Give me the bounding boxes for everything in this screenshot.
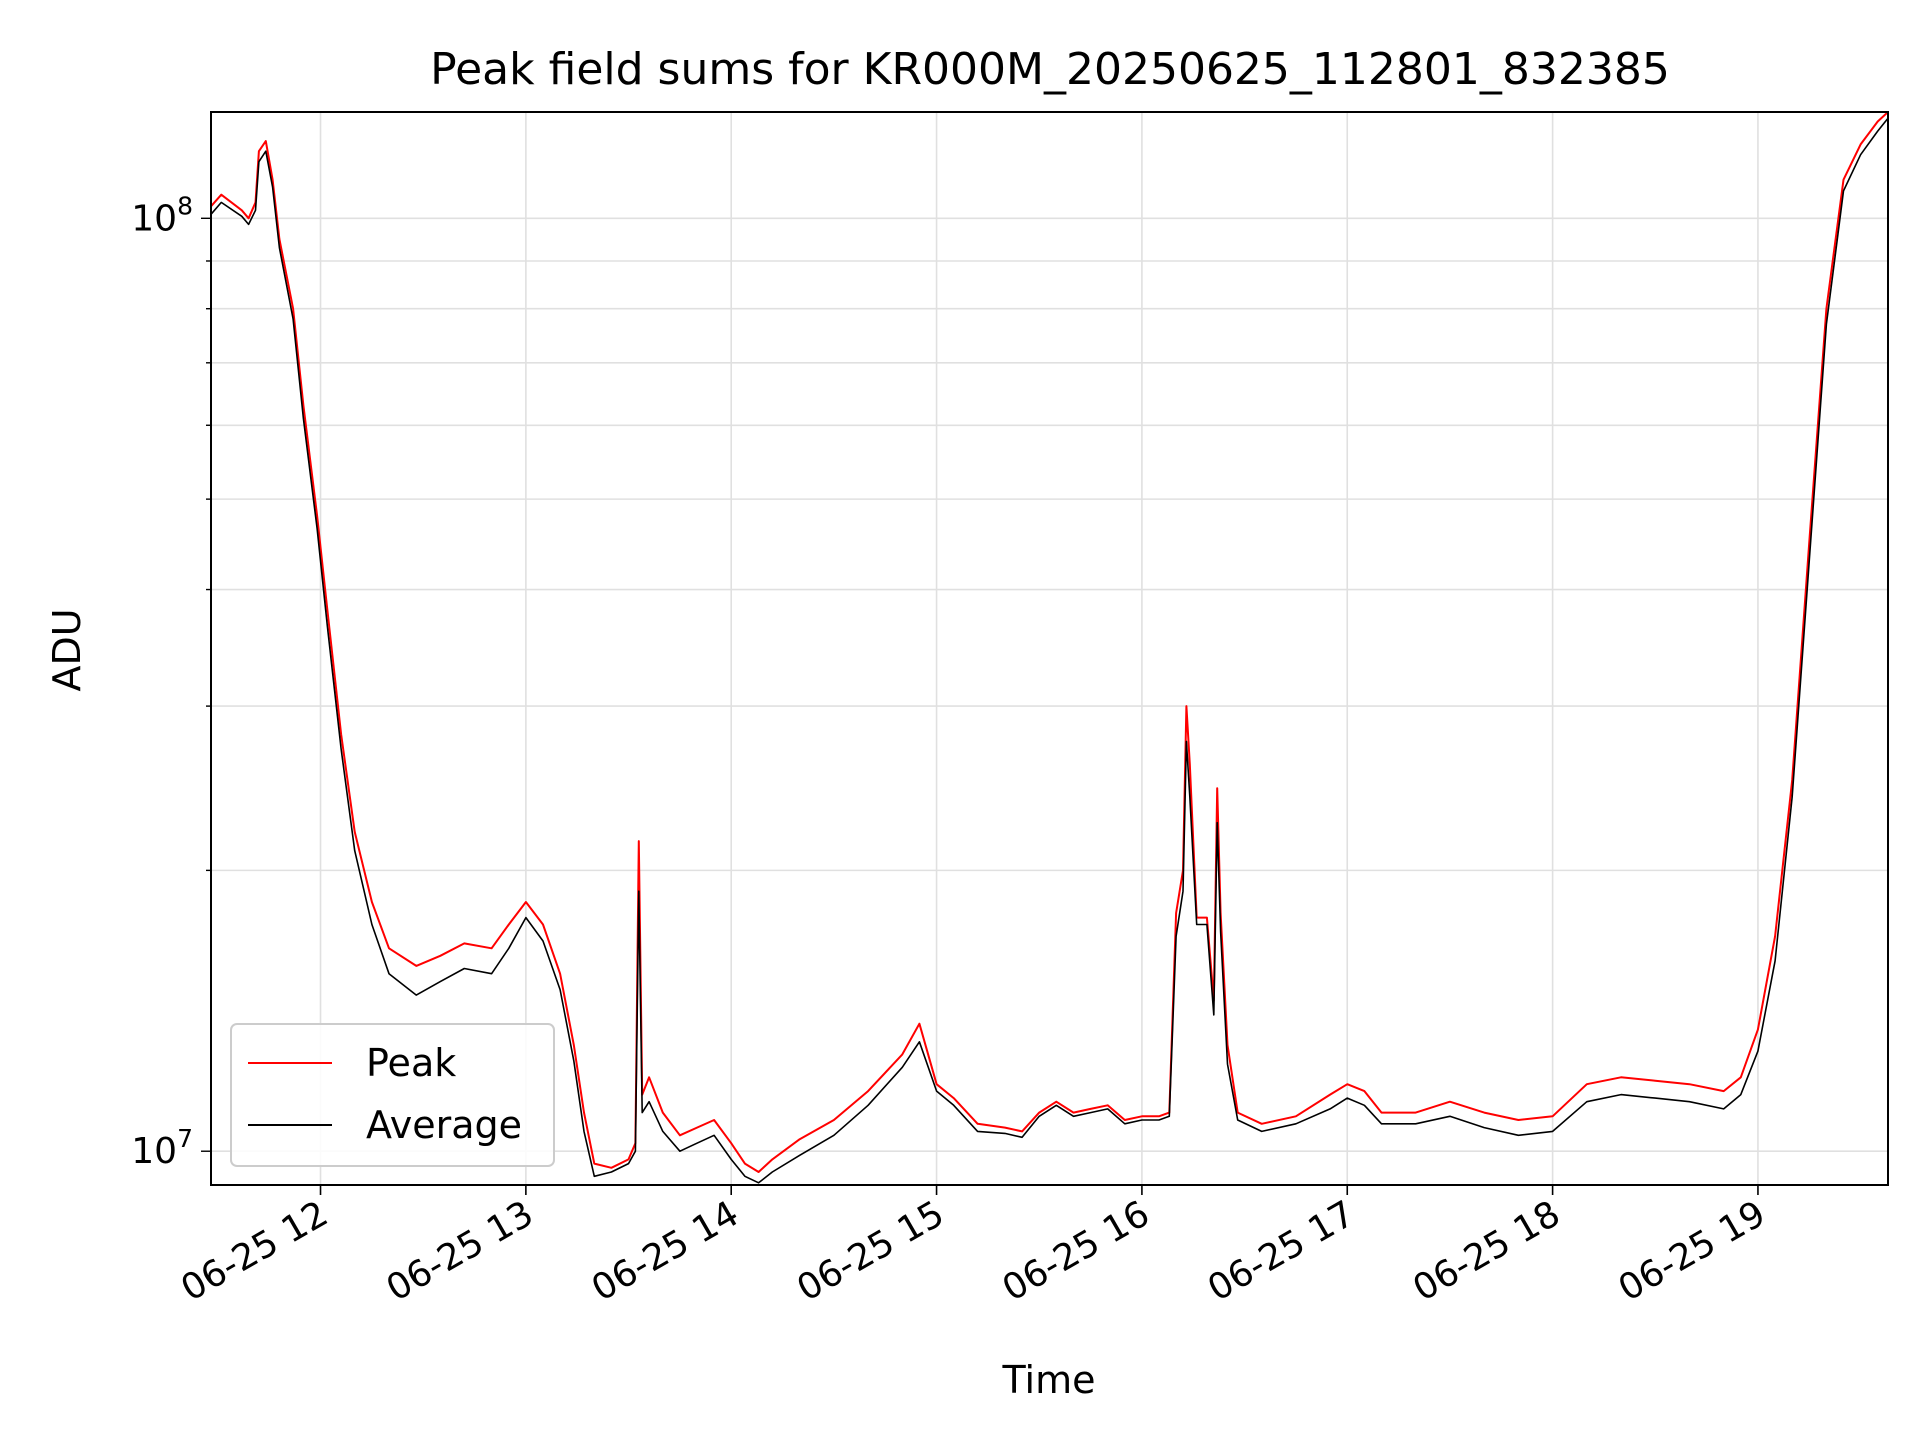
legend: Peak Average xyxy=(230,1023,555,1167)
y-axis-label: ADU xyxy=(45,608,89,691)
plot-frame xyxy=(210,111,1889,1186)
y-tick-exponent: 7 xyxy=(177,1124,193,1153)
legend-label: Peak xyxy=(366,1041,456,1085)
x-axis-label: Time xyxy=(1002,1358,1096,1402)
legend-box xyxy=(230,1023,555,1167)
series-layer xyxy=(210,111,1889,1184)
y-tick-base: 10 xyxy=(131,1131,177,1172)
y-tick-label: 107 xyxy=(131,1124,193,1172)
y-tick-base: 10 xyxy=(131,198,177,239)
chart-title: Peak field sums for KR000M_20250625_1128… xyxy=(430,44,1670,95)
legend-label: Average xyxy=(366,1103,522,1147)
y-tick-exponent: 8 xyxy=(177,191,193,220)
series-line-average xyxy=(210,117,1889,1184)
y-tick-label: 108 xyxy=(131,191,193,239)
series-line-peak xyxy=(210,111,1889,1173)
